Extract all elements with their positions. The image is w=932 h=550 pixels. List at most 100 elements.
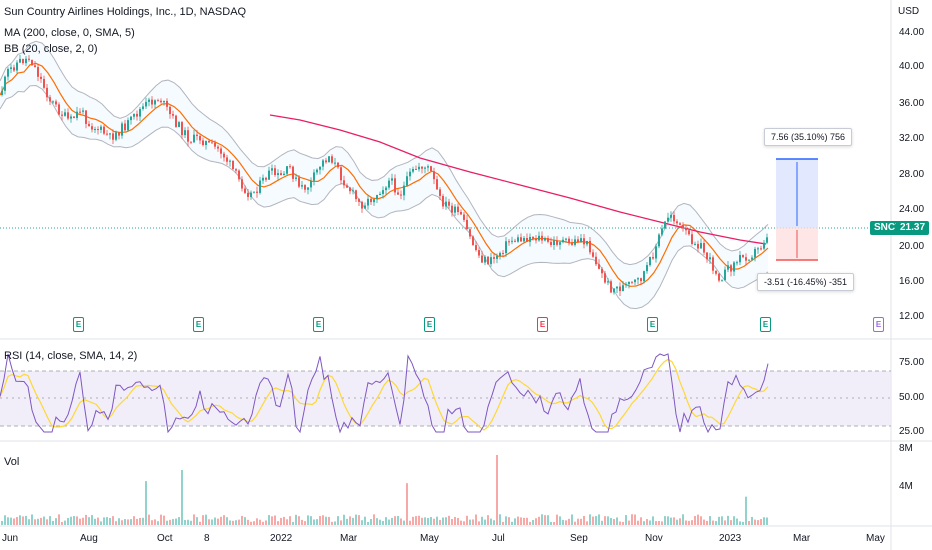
- candle-body: [676, 221, 678, 224]
- volume-tick-label: 4M: [899, 481, 913, 492]
- volume-bar: [244, 517, 246, 525]
- volume-bar: [589, 514, 591, 525]
- volume-bar: [646, 519, 648, 525]
- rsi-tick-label: 25.00: [899, 426, 925, 437]
- candle-body: [619, 286, 621, 292]
- candle-body: [481, 255, 483, 263]
- candle-body: [163, 100, 165, 103]
- candle-body: [148, 99, 150, 102]
- earnings-marker-icon[interactable]: E: [424, 317, 435, 332]
- bb-fill: [0, 41, 768, 309]
- volume-bar: [703, 519, 705, 525]
- volume-bar: [133, 516, 135, 525]
- earnings-marker-icon[interactable]: E: [873, 317, 884, 332]
- volume-bar: [760, 519, 762, 525]
- candle-body: [271, 168, 273, 171]
- volume-bar: [340, 520, 342, 525]
- volume-bar: [19, 515, 21, 525]
- earnings-marker-icon[interactable]: E: [313, 317, 324, 332]
- volume-bar: [10, 517, 12, 525]
- volume-bar: [514, 518, 516, 525]
- candle-body: [136, 113, 138, 117]
- candle-body: [358, 199, 360, 202]
- candle-body: [184, 130, 186, 136]
- volume-bar: [226, 517, 228, 525]
- candle-body: [754, 248, 756, 258]
- candle-body: [535, 238, 537, 241]
- earnings-marker-icon[interactable]: E: [647, 317, 658, 332]
- volume-bar: [415, 516, 417, 525]
- volume-bar: [211, 519, 213, 525]
- candle-body: [652, 257, 654, 259]
- volume-bar: [652, 516, 654, 525]
- volume-bar: [148, 514, 150, 525]
- candle-body: [517, 237, 519, 242]
- volume-bar: [430, 517, 432, 525]
- volume-bar: [748, 521, 750, 525]
- measure-up-label[interactable]: 7.56 (35.10%) 756: [764, 128, 853, 146]
- volume-bar: [205, 514, 207, 525]
- volume-bar: [124, 519, 126, 525]
- bb-indicator-legend[interactable]: BB (20, close, 2, 0): [4, 43, 98, 55]
- candle-body: [157, 100, 159, 102]
- candle-body: [616, 286, 618, 289]
- price-tick-label: 12.00: [899, 311, 925, 322]
- candle-body: [454, 206, 456, 213]
- volume-bar: [616, 517, 618, 525]
- volume-bar: [766, 517, 768, 525]
- candle-body: [208, 140, 210, 143]
- candle-body: [352, 190, 354, 192]
- earnings-marker-icon[interactable]: E: [537, 317, 548, 332]
- candle-body: [520, 237, 522, 242]
- measure-down-label[interactable]: -3.51 (-16.45%) -351: [757, 273, 855, 291]
- candle-body: [460, 212, 462, 215]
- candle-body: [40, 76, 42, 79]
- volume-legend[interactable]: Vol: [4, 456, 20, 468]
- candle-body: [709, 257, 711, 260]
- volume-bar: [409, 520, 411, 525]
- volume-bar: [346, 518, 348, 525]
- volume-bar: [469, 519, 471, 525]
- candle-body: [511, 240, 513, 242]
- earnings-marker-icon[interactable]: E: [73, 317, 84, 332]
- volume-bar: [259, 519, 261, 525]
- candle-body: [385, 187, 387, 191]
- volume-bar: [295, 514, 297, 525]
- volume-bar: [541, 514, 543, 525]
- earnings-marker-icon[interactable]: E: [193, 317, 204, 332]
- candle-body: [724, 269, 726, 281]
- candle-body: [679, 223, 681, 225]
- volume-bar: [538, 516, 540, 525]
- candle-body: [1, 90, 3, 95]
- candle-body: [64, 112, 66, 116]
- volume-bar: [592, 516, 594, 525]
- ma-indicator-legend[interactable]: MA (200, close, 0, SMA, 5): [4, 27, 135, 39]
- candle-body: [733, 262, 735, 272]
- volume-bar: [757, 520, 759, 525]
- volume-bar: [382, 520, 384, 525]
- volume-bar: [490, 518, 492, 525]
- volume-bar: [40, 517, 42, 525]
- candle-body: [43, 78, 45, 88]
- candle-body: [493, 257, 495, 259]
- candle-body: [226, 157, 228, 162]
- volume-bar: [304, 521, 306, 525]
- candle-body: [580, 238, 582, 242]
- candle-body: [553, 240, 555, 245]
- candle-body: [397, 192, 399, 195]
- volume-bar: [181, 470, 183, 525]
- volume-bar: [688, 520, 690, 525]
- volume-bar: [763, 517, 765, 525]
- candle-body: [58, 104, 60, 115]
- rsi-legend[interactable]: RSI (14, close, SMA, 14, 2): [4, 350, 138, 362]
- candle-body: [196, 134, 198, 137]
- candle-body: [55, 101, 57, 105]
- candle-body: [25, 58, 27, 64]
- volume-bar: [169, 519, 171, 525]
- time-tick-label: May: [420, 533, 439, 544]
- candle-body: [760, 248, 762, 250]
- volume-bar: [58, 514, 60, 525]
- earnings-marker-icon[interactable]: E: [760, 317, 771, 332]
- volume-bar: [664, 516, 666, 525]
